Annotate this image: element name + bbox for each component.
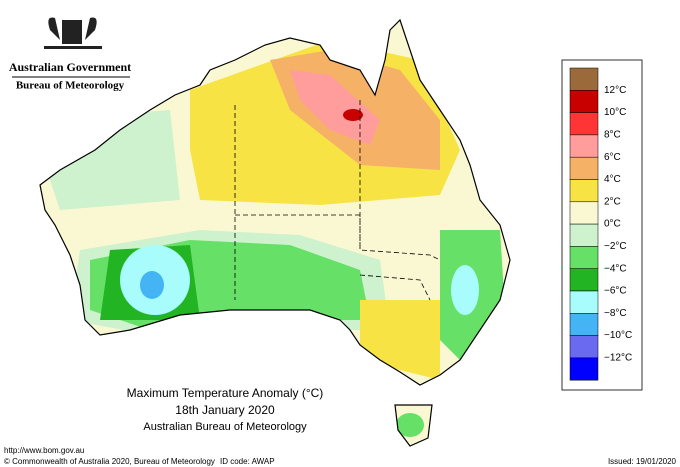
coastline	[39, 18, 511, 447]
government-name: Australian Government	[9, 60, 131, 74]
legend-label: 8°C	[604, 130, 621, 141]
legend-label: 2°C	[604, 196, 621, 207]
copyright: © Commonwealth of Australia 2020, Bureau…	[4, 457, 215, 466]
issued: Issued: 19/01/2020	[608, 457, 677, 466]
legend-swatch	[569, 112, 599, 136]
legend-label: 12°C	[604, 85, 626, 96]
legend-label: −2°C	[604, 241, 627, 252]
legend-label: −10°C	[604, 330, 632, 341]
legend-swatch	[569, 179, 599, 203]
legend-label: −6°C	[604, 286, 627, 297]
map-title: Maximum Temperature Anomaly (°C)	[127, 386, 324, 400]
map-source: Australian Bureau of Meteorology	[143, 421, 307, 433]
url: http://www.bom.gov.au	[4, 446, 84, 455]
legend-swatch	[569, 223, 599, 247]
legend-swatch	[569, 156, 599, 180]
legend-swatch	[569, 201, 599, 225]
legend-swatch	[569, 134, 599, 158]
map-date: 18th January 2020	[175, 403, 275, 417]
legend-swatch	[569, 67, 599, 91]
legend-swatch	[569, 268, 599, 292]
coat-of-arms	[44, 17, 102, 49]
legend-label: 0°C	[604, 219, 621, 230]
legend-swatch	[569, 357, 599, 381]
legend-swatch	[569, 335, 599, 359]
legend-swatch	[569, 246, 599, 269]
state-borders	[234, 100, 441, 301]
legend-label: −12°C	[604, 353, 632, 364]
id-code: ID code: AWAP	[220, 457, 275, 466]
legend-label: 10°C	[604, 107, 626, 118]
legend-label: 4°C	[604, 174, 621, 185]
legend-label: −8°C	[604, 308, 627, 319]
legend-label: 6°C	[604, 152, 621, 163]
legend-swatch	[569, 313, 599, 336]
legend-label: −4°C	[604, 263, 627, 274]
legend-swatch	[569, 90, 599, 113]
agency-name: Bureau of Meteorology	[16, 80, 125, 92]
legend: 12°C 10°C 8°C 6°C 4°C 2°C 0°C −2°C −4°C −6°C −8°C −…	[569, 67, 632, 381]
legend-swatch	[569, 290, 599, 314]
